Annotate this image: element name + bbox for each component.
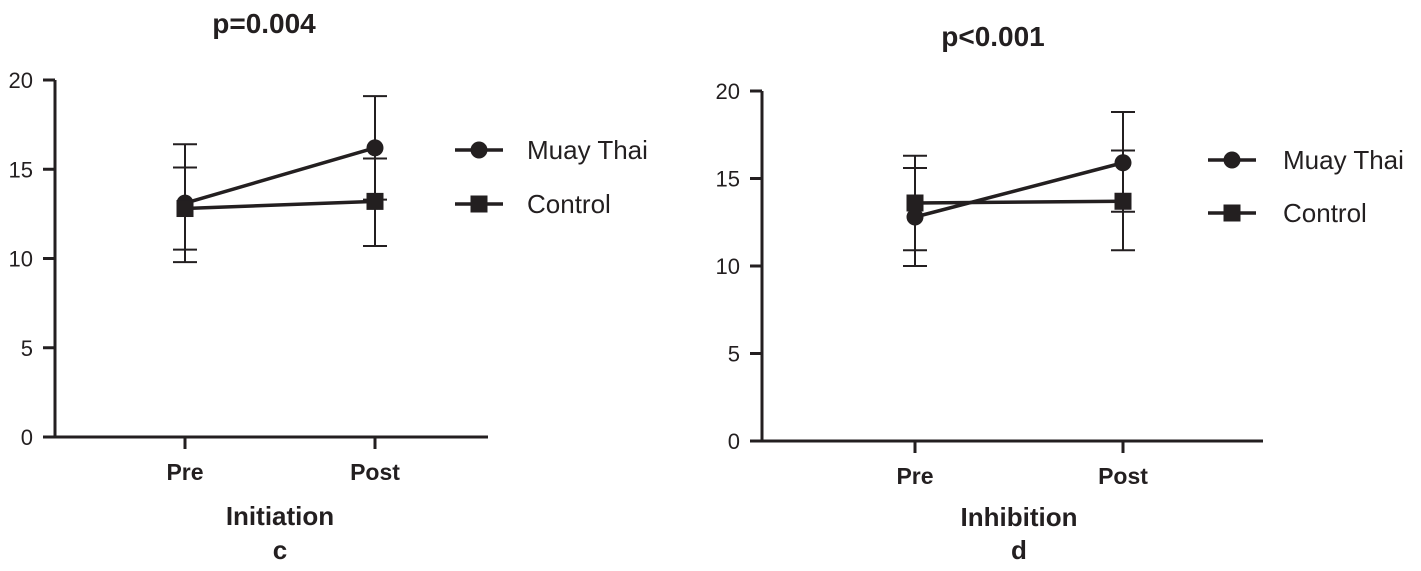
x-tick-label: Pre (896, 463, 933, 489)
y-tick-label: 20 (716, 79, 740, 104)
x-axis-label: Inhibition (961, 502, 1078, 532)
legend-marker-square-icon (470, 195, 488, 213)
legend-marker-square-icon (1223, 204, 1241, 222)
data-point (366, 192, 384, 210)
chart-title: p<0.001 (941, 21, 1045, 52)
legend-marker-circle-icon (470, 141, 488, 159)
series-control (173, 157, 387, 251)
y-tick-label: 5 (21, 336, 33, 361)
series-line (914, 161, 1124, 219)
y-tick-label: 0 (21, 425, 33, 450)
legend-entry: Control (455, 189, 611, 219)
x-tick-label: Post (350, 459, 400, 485)
y-tick-label: 5 (728, 342, 740, 367)
y-tick-label: 15 (716, 167, 740, 192)
x-tick-label: Post (1098, 463, 1148, 489)
legend-label: Control (527, 189, 611, 219)
x-tick-label: Pre (166, 459, 203, 485)
y-tick-label: 15 (9, 157, 33, 182)
legend-entry: Muay Thai (455, 135, 648, 165)
data-point (1114, 192, 1132, 210)
y-tick-label: 10 (716, 254, 740, 279)
panel-label: d (1011, 535, 1027, 565)
series-line (914, 199, 1124, 205)
series-muay-thai (903, 111, 1135, 267)
y-tick-label: 0 (728, 429, 740, 454)
legend-marker-circle-icon (1223, 151, 1241, 169)
series-control (903, 149, 1135, 252)
series-muay-thai (173, 95, 387, 264)
legend-label: Muay Thai (1283, 145, 1404, 175)
data-point (176, 200, 194, 218)
legend-entry: Muay Thai (1208, 145, 1404, 175)
x-axis-label: Initiation (226, 501, 334, 531)
panel-label: c (273, 535, 287, 565)
chart-title: p=0.004 (212, 8, 316, 39)
y-tick-label: 20 (9, 68, 33, 93)
legend-label: Control (1283, 198, 1367, 228)
series-line (184, 199, 376, 211)
data-point (906, 194, 924, 212)
series-line (184, 146, 376, 205)
chart-panel-initiation: p=0.004 0 5 10 15 20 Pre Post Initiation c Muay Th… (9, 8, 648, 565)
data-point (366, 139, 384, 157)
y-tick-label: 10 (9, 247, 33, 272)
legend-entry: Control (1208, 198, 1367, 228)
legend-label: Muay Thai (527, 135, 648, 165)
